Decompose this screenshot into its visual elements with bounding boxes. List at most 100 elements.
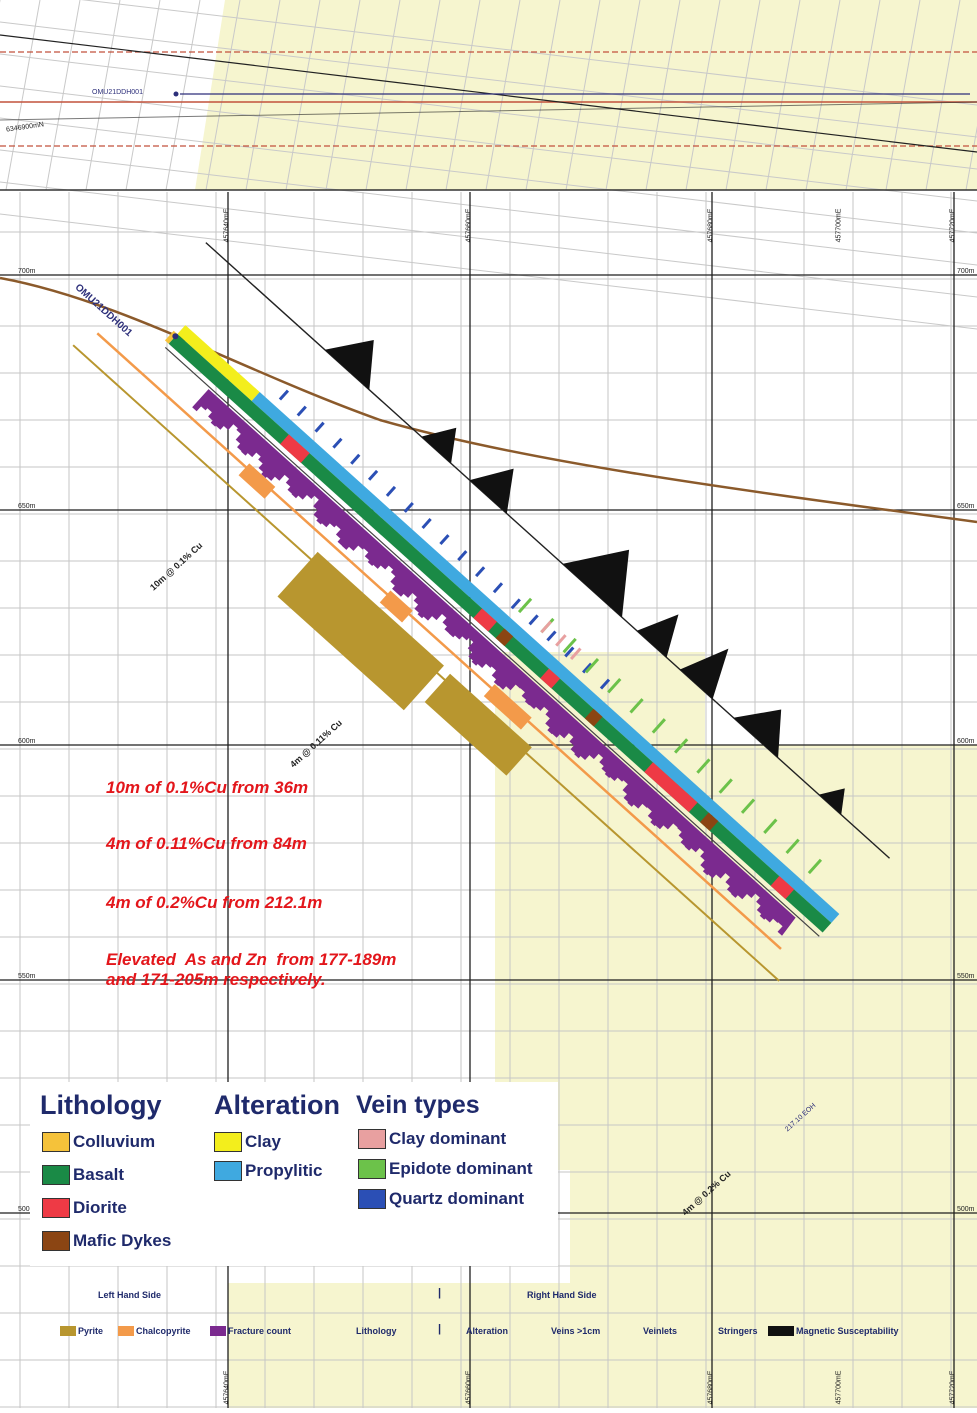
legend-label: Mafic Dykes [73, 1231, 172, 1250]
easting-label-top: 457700mE [835, 208, 843, 243]
epidote-vein-tick [785, 838, 800, 855]
elevation-label-right: 550m [957, 973, 975, 980]
annotation-intercept-1: 10m of 0.1%Cu from 36m [106, 778, 309, 797]
quartz-vein-tick [474, 566, 486, 578]
chalcopyrite-interval [238, 463, 276, 499]
quartz-vein-tick [528, 614, 539, 626]
plan-grid-line [565, 0, 601, 191]
legend-label: Diorite [73, 1198, 127, 1217]
plan-grid-line [725, 0, 761, 191]
plan-grid-line [645, 0, 681, 191]
epidote-vein-tick [629, 698, 644, 714]
elevation-label-right: 600m [957, 738, 975, 745]
legend-item-clay-vein: Clay dominant [358, 1127, 506, 1151]
plan-grid-line [965, 125, 977, 191]
legend-label: Quartz dominant [389, 1189, 525, 1208]
mafic-dyke-interval [495, 628, 514, 647]
legend-label: Propylitic [245, 1161, 323, 1180]
magnetic-swatch [768, 1326, 794, 1336]
quartz-vein-tick [296, 405, 307, 417]
easting-label-bottom: 457720mE [949, 1370, 957, 1405]
quartz-vein-tick [492, 582, 504, 594]
plan-grid-line [365, 0, 401, 191]
epidote-vein-tick [674, 738, 689, 754]
pyrite-interval [424, 673, 532, 776]
plan-grid-line [0, 85, 977, 202]
diorite-interval [540, 668, 561, 689]
bottom-legend-alteration: Alteration [466, 1326, 508, 1336]
quartz-vein-tick [510, 598, 521, 610]
clay-vein-tick [555, 634, 567, 647]
legend-vein-title: Vein types [356, 1091, 480, 1119]
plan-grid-line [525, 0, 561, 191]
quartz-vein-tick [582, 662, 593, 674]
plan-grid-line [0, 149, 977, 266]
plan-grid-line [925, 0, 961, 191]
legend-item-mafic-dykes: Mafic Dykes [42, 1229, 171, 1253]
chalcopyrite-swatch [118, 1326, 134, 1336]
quartz-vein-tick [385, 485, 397, 497]
bottom-legend-magnetic: Magnetic Susceptability [768, 1326, 899, 1336]
chalcopyrite-trace [96, 332, 782, 950]
plan-grid-line [85, 0, 121, 191]
quartz-vein-tick [350, 453, 361, 465]
bottom-legend-fracture: Fracture count [210, 1326, 291, 1336]
clay-vein-tick [540, 620, 552, 634]
plan-grid-line [45, 0, 81, 191]
quartz-vein-tick [439, 534, 450, 546]
chalcopyrite-interval [379, 590, 413, 623]
plan-grid-line [245, 0, 281, 191]
basalt-swatch [42, 1165, 70, 1185]
plan-grid-line [0, 213, 977, 330]
pyrite-interval [277, 551, 444, 711]
quartz-vein-tick [403, 501, 414, 513]
legend-label: Clay dominant [389, 1129, 507, 1148]
fracture-count-histogram [192, 389, 796, 936]
legend-label: Veins >1cm [551, 1326, 601, 1336]
pyrite-swatch [60, 1326, 76, 1336]
plan-grid-line [845, 0, 881, 191]
magnetic-peak [324, 340, 374, 390]
diorite-interval [280, 434, 310, 463]
elevation-label-right: 700m [957, 268, 975, 275]
plan-view [0, 0, 977, 330]
clay-vein-swatch [358, 1129, 386, 1149]
epidote-vein-tick [584, 657, 600, 674]
magnetic-peak [421, 427, 457, 464]
plan-grid-line [445, 0, 481, 191]
plan-grid-line [765, 0, 801, 191]
epidote-vein-tick [696, 758, 711, 774]
easting-label-top: 457640mE [223, 208, 231, 243]
legend-label: Basalt [73, 1165, 125, 1184]
epidote-vein-tick [651, 718, 666, 734]
bottom-legend-chalcopyrite: Chalcopyrite [118, 1326, 191, 1336]
legend-label: Clay [245, 1132, 281, 1151]
plan-map-fill [195, 0, 977, 190]
diorite-interval [770, 876, 795, 900]
quartz-vein-tick [546, 630, 557, 642]
plan-hole-label: OMU21DDH001 [92, 89, 143, 96]
plan-grid-line [285, 0, 321, 191]
epidote-vein-tick [607, 678, 622, 694]
quartz-vein-tick [599, 678, 611, 690]
clay-alteration [177, 325, 260, 401]
divider: | [438, 1287, 442, 1299]
easting-label-top: 457680mE [707, 208, 715, 243]
plan-grid-line [685, 0, 721, 191]
magnetic-peak [679, 648, 729, 699]
legend-label: Magnetic Susceptability [796, 1326, 899, 1336]
plan-grid-line [405, 0, 441, 191]
drill-trace [164, 346, 820, 937]
epidote-vein-tick [740, 798, 756, 814]
elevation-label-left: 650m [18, 503, 36, 510]
elevation-label-right: 500m [957, 1206, 975, 1213]
legend-label: Fracture count [228, 1326, 292, 1336]
magnetic-peak [818, 788, 845, 815]
plan-grid-line [165, 0, 201, 191]
plan-grid-line [0, 21, 977, 138]
propylitic-swatch [214, 1161, 242, 1181]
fracture-swatch [210, 1326, 226, 1336]
colluvium-swatch [42, 1132, 70, 1152]
mafic-dykes-swatch [42, 1231, 70, 1251]
